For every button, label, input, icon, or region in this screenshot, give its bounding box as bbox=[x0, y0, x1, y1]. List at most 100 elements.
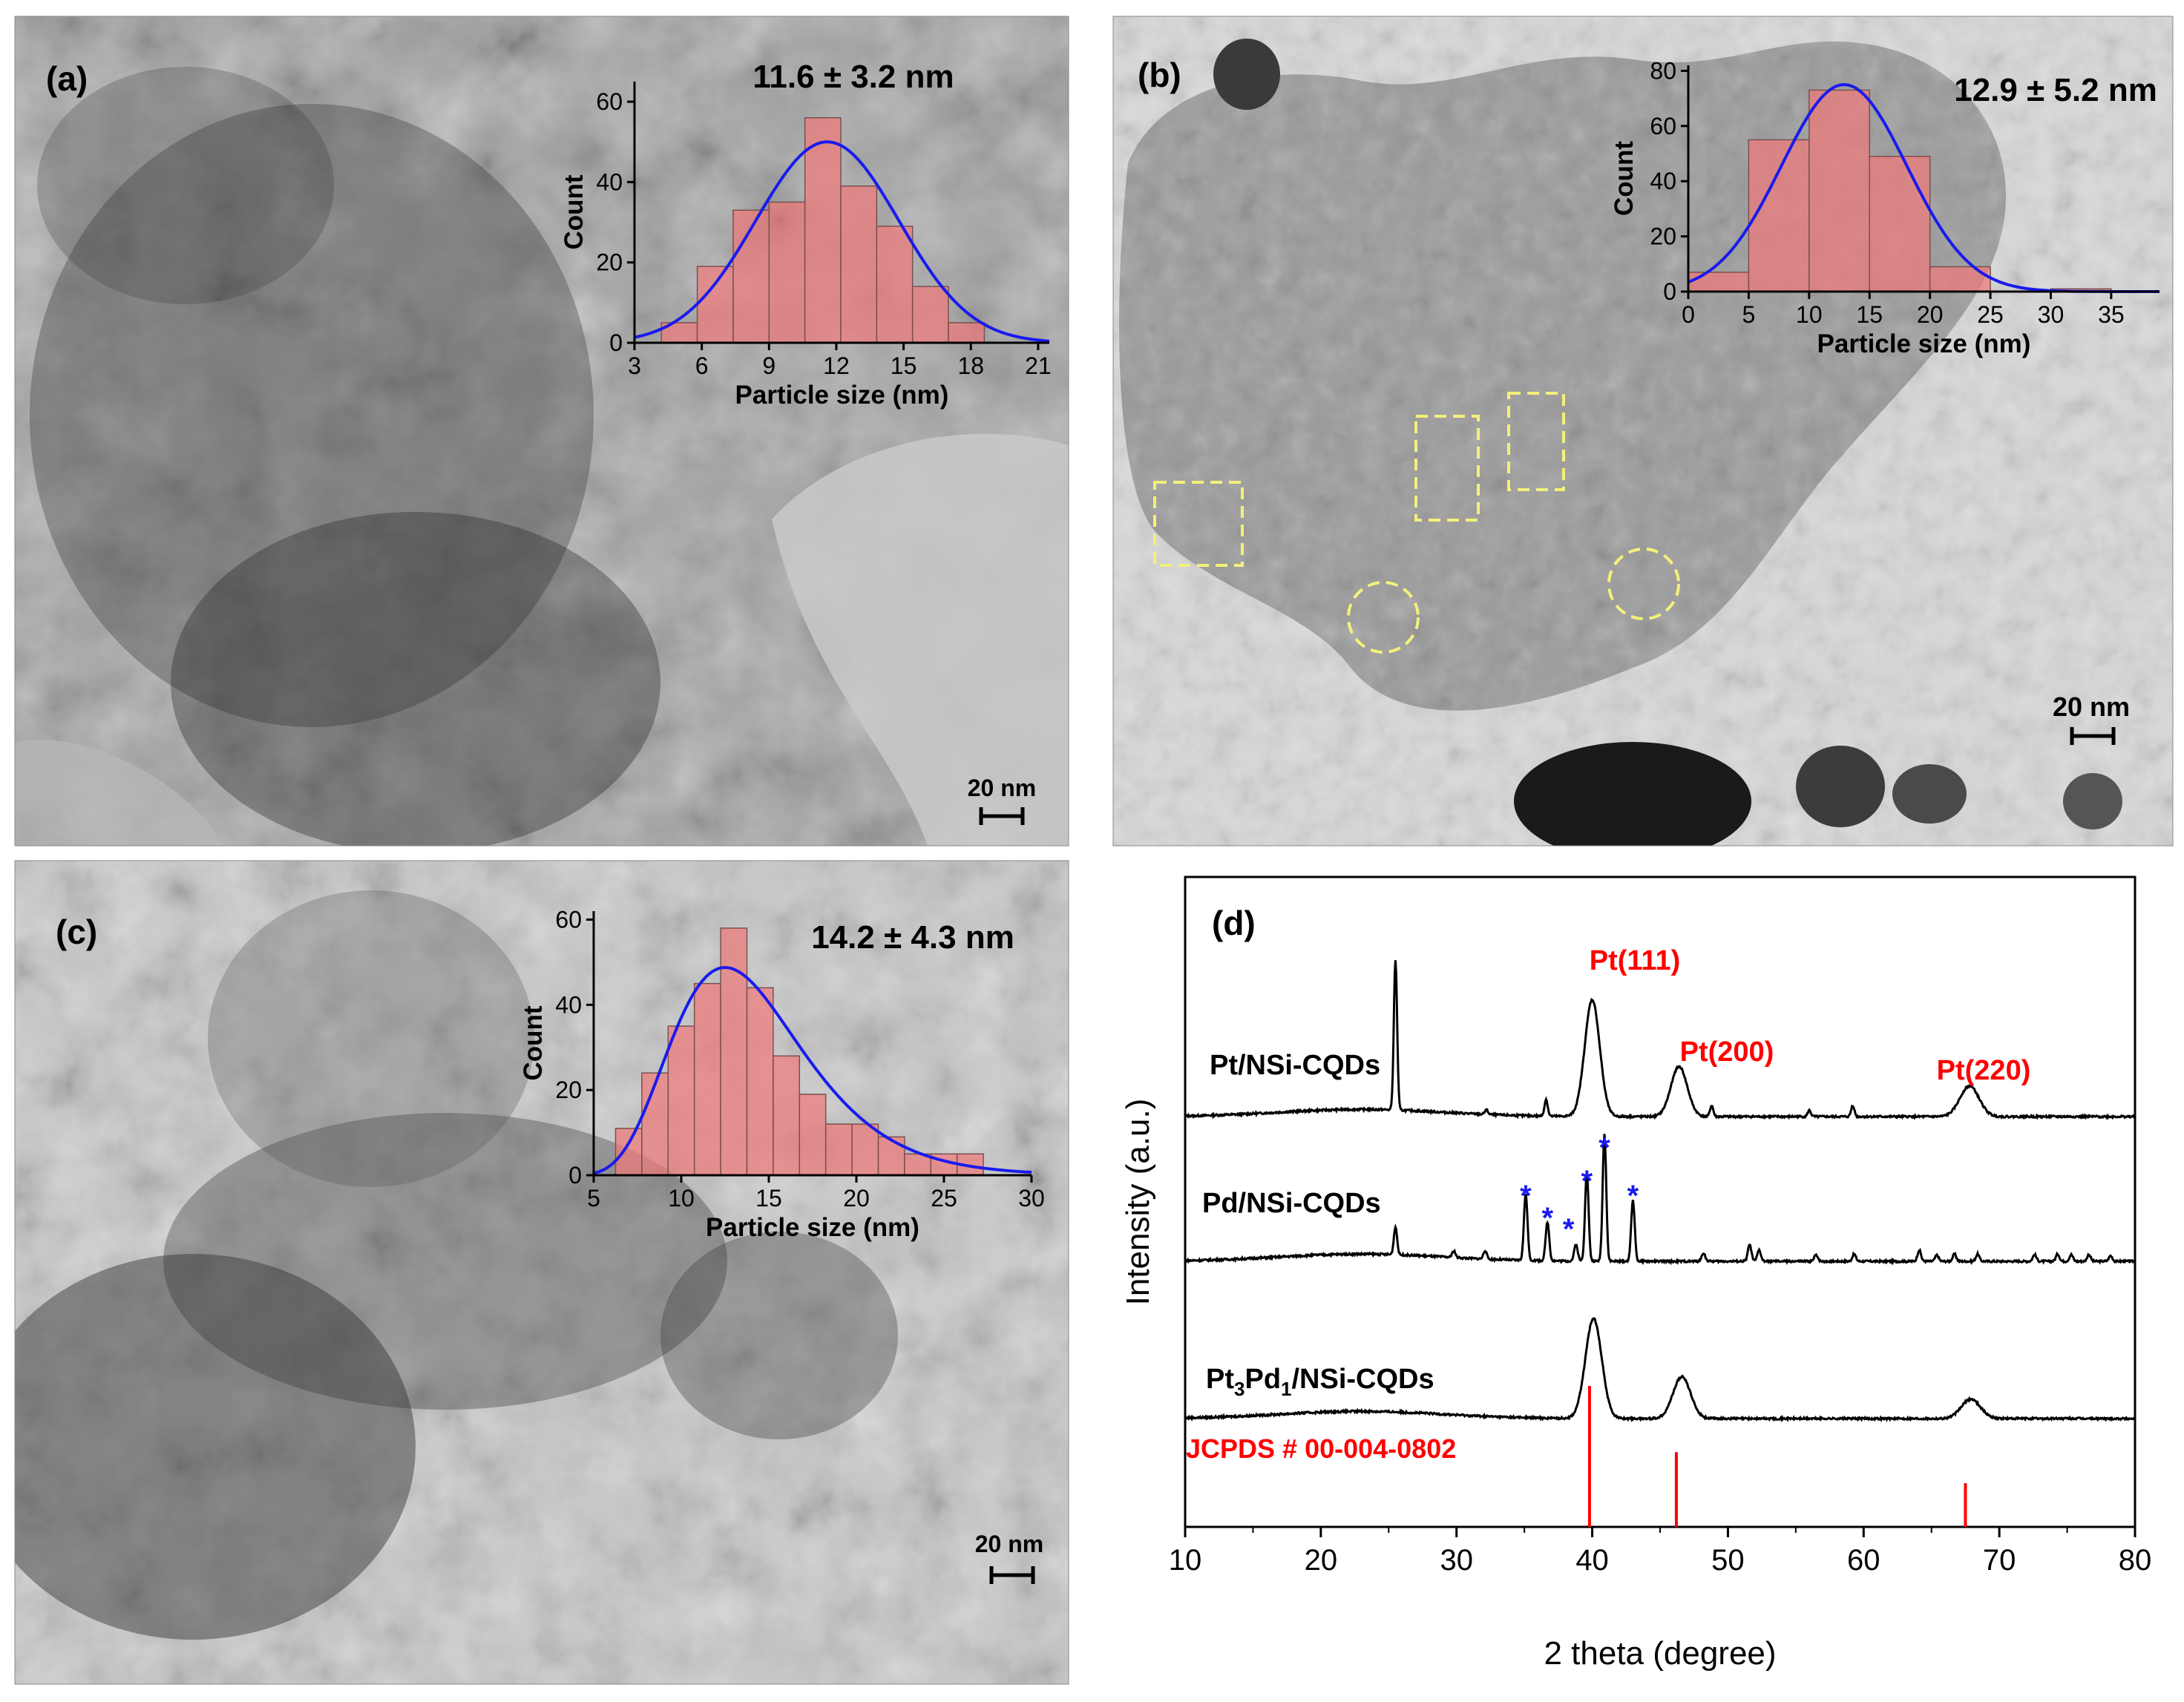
peak-label-pt200: Pt(200) bbox=[1680, 1036, 1774, 1068]
panel-d-label: (d) bbox=[1212, 904, 1256, 942]
x-tick-label: 20 bbox=[843, 1185, 870, 1212]
x-tick-label: 30 bbox=[1018, 1185, 1045, 1212]
x-tick-label: 25 bbox=[1977, 301, 2004, 328]
x-tick-label: 9 bbox=[762, 352, 775, 379]
histogram-bar bbox=[798, 1094, 827, 1176]
panel-a-label: (a) bbox=[46, 59, 88, 98]
xrd-x-tick-label: 80 bbox=[2119, 1544, 2152, 1577]
histogram-bar bbox=[614, 1128, 643, 1176]
histogram-bar bbox=[732, 209, 770, 344]
scale-bar-b: 20 nm bbox=[2053, 691, 2130, 745]
panel-d: (d) 10 20 30 40 50 60 70 80 JCPDS # 00-004-0802… bbox=[1120, 875, 2152, 1672]
xrd-x-tick-label: 40 bbox=[1575, 1544, 1609, 1577]
x-tick-label: 18 bbox=[957, 352, 984, 379]
x-tick-label: 20 bbox=[1917, 301, 1944, 328]
highlight-rect bbox=[1507, 392, 1565, 491]
pd-peak-marker: * bbox=[1627, 1180, 1639, 1212]
x-tick-label: 5 bbox=[1742, 301, 1756, 328]
y-tick-label: 0 bbox=[609, 329, 623, 356]
histogram-bar bbox=[1929, 266, 1991, 292]
y-tick-label: 40 bbox=[596, 168, 623, 195]
scale-bar-a: 20 nm bbox=[968, 775, 1036, 825]
panel-a-border bbox=[14, 16, 1069, 847]
histogram-bar bbox=[840, 185, 878, 344]
xrd-x-tick-label: 60 bbox=[1847, 1544, 1880, 1577]
y-tick-label: 0 bbox=[1663, 278, 1676, 305]
xrd-x-axis: 10 20 30 40 50 60 70 80 bbox=[1169, 1527, 2152, 1577]
xrd-xlabel: 2 theta (degree) bbox=[1544, 1635, 1776, 1672]
histogram-bar bbox=[696, 266, 734, 344]
series-label-pd: Pd/NSi-CQDs bbox=[1202, 1188, 1381, 1219]
panel-c-label: (c) bbox=[56, 913, 97, 951]
fit-curve bbox=[634, 140, 1050, 343]
highlight-circle bbox=[1347, 581, 1420, 654]
highlight-boxes-b bbox=[1153, 392, 1680, 654]
tem-image-b bbox=[1113, 16, 2173, 846]
peak-label-pt111: Pt(111) bbox=[1590, 945, 1681, 976]
x-tick-label: 15 bbox=[1856, 301, 1883, 328]
inset-ylabel: Count bbox=[560, 174, 588, 249]
x-tick-label: 30 bbox=[2038, 301, 2065, 328]
y-tick-label: 40 bbox=[1650, 168, 1676, 194]
histogram-bar bbox=[1869, 155, 1931, 292]
xrd-x-tick-label: 20 bbox=[1305, 1544, 1338, 1577]
histogram-bar bbox=[746, 987, 774, 1176]
histogram-bar bbox=[877, 1136, 905, 1176]
panel-b-label: (b) bbox=[1138, 56, 1181, 94]
histogram-bar bbox=[948, 322, 986, 344]
x-tick-label: 25 bbox=[931, 1185, 957, 1212]
pd-peak-marker: * bbox=[1598, 1131, 1610, 1164]
xrd-x-tick-label: 70 bbox=[1983, 1544, 2016, 1577]
fit-curve bbox=[593, 965, 1032, 1175]
xrd-x-tick-label: 10 bbox=[1169, 1544, 1202, 1577]
histogram-inset-a: 3 6 9 12 15 18 21 0 20 40 60 Particle size (nm) Coun… bbox=[560, 59, 1052, 410]
highlight-circle bbox=[1607, 548, 1680, 620]
histogram-inset-c: 5 10 15 20 25 30 0 20 40 60 Particle size (nm) Coun… bbox=[519, 906, 1045, 1242]
x-tick-label: 35 bbox=[2098, 301, 2125, 328]
histogram-inset-b: 0 5 10 15 20 25 30 35 0 20 40 60 80 Particle size (nm… bbox=[1610, 57, 2160, 358]
x-tick-label: 10 bbox=[1796, 301, 1823, 328]
pd-peak-marker: * bbox=[1520, 1180, 1532, 1212]
scale-bar-b-text: 20 nm bbox=[2053, 691, 2130, 722]
inset-xlabel: Particle size (nm) bbox=[1817, 329, 2031, 358]
panel-a: (a) 20 nm 3 6 9 12 15 18 21 0 20 40 60 Particle siz… bbox=[14, 16, 1069, 847]
x-tick-label: 6 bbox=[695, 352, 709, 379]
x-tick-label: 10 bbox=[668, 1185, 695, 1212]
panel-c-border bbox=[14, 860, 1069, 1685]
xrd-trace bbox=[1184, 1134, 2137, 1266]
histogram-bar bbox=[851, 1123, 879, 1176]
pd-markers: ** **** bbox=[1520, 1131, 1639, 1246]
size-annotation: 14.2 ± 4.3 nm bbox=[811, 919, 1014, 956]
xrd-x-tick-label: 30 bbox=[1440, 1544, 1473, 1577]
histogram-bar bbox=[911, 286, 949, 344]
x-tick-label: 12 bbox=[823, 352, 850, 379]
panel-b-border bbox=[1112, 16, 2174, 847]
highlight-rect bbox=[1153, 481, 1244, 567]
xrd-ylabel: Intensity (a.u.) bbox=[1120, 1099, 1156, 1306]
peak-label-pt220: Pt(220) bbox=[1937, 1055, 2031, 1086]
histogram-bar bbox=[804, 116, 842, 344]
inset-xlabel: Particle size (nm) bbox=[706, 1213, 919, 1242]
panel-b: (b) 20 nm 0 5 10 15 20 25 30 35 0 20 40 60 80 Particl… bbox=[1112, 16, 2174, 847]
histogram-bar bbox=[768, 201, 806, 344]
inset-ylabel: Count bbox=[1610, 141, 1639, 216]
y-tick-label: 60 bbox=[555, 906, 582, 933]
panel-c: (c) 20 nm 5 10 15 20 25 30 0 20 40 60 Particle siz… bbox=[14, 860, 1069, 1685]
x-tick-label: 15 bbox=[891, 352, 917, 379]
pd-peak-marker: * bbox=[1563, 1213, 1575, 1246]
histogram-bar bbox=[1688, 272, 1750, 292]
xrd-trace bbox=[1184, 960, 2137, 1120]
xrd-series bbox=[1184, 960, 2137, 1423]
reference-label: JCPDS # 00-004-0802 bbox=[1186, 1433, 1456, 1464]
highlight-rect bbox=[1414, 415, 1480, 522]
series-label-pt: Pt/NSi-CQDs bbox=[1210, 1050, 1380, 1081]
tem-image-c bbox=[15, 861, 1069, 1684]
y-tick-label: 20 bbox=[1650, 223, 1676, 250]
scale-bar-c: 20 nm bbox=[975, 1531, 1043, 1584]
scale-bar-a-text: 20 nm bbox=[968, 775, 1036, 801]
tem-image-a bbox=[15, 16, 1069, 846]
histogram-bar bbox=[720, 927, 748, 1176]
inset-xlabel: Particle size (nm) bbox=[735, 381, 949, 410]
histogram-bar bbox=[667, 1025, 695, 1176]
